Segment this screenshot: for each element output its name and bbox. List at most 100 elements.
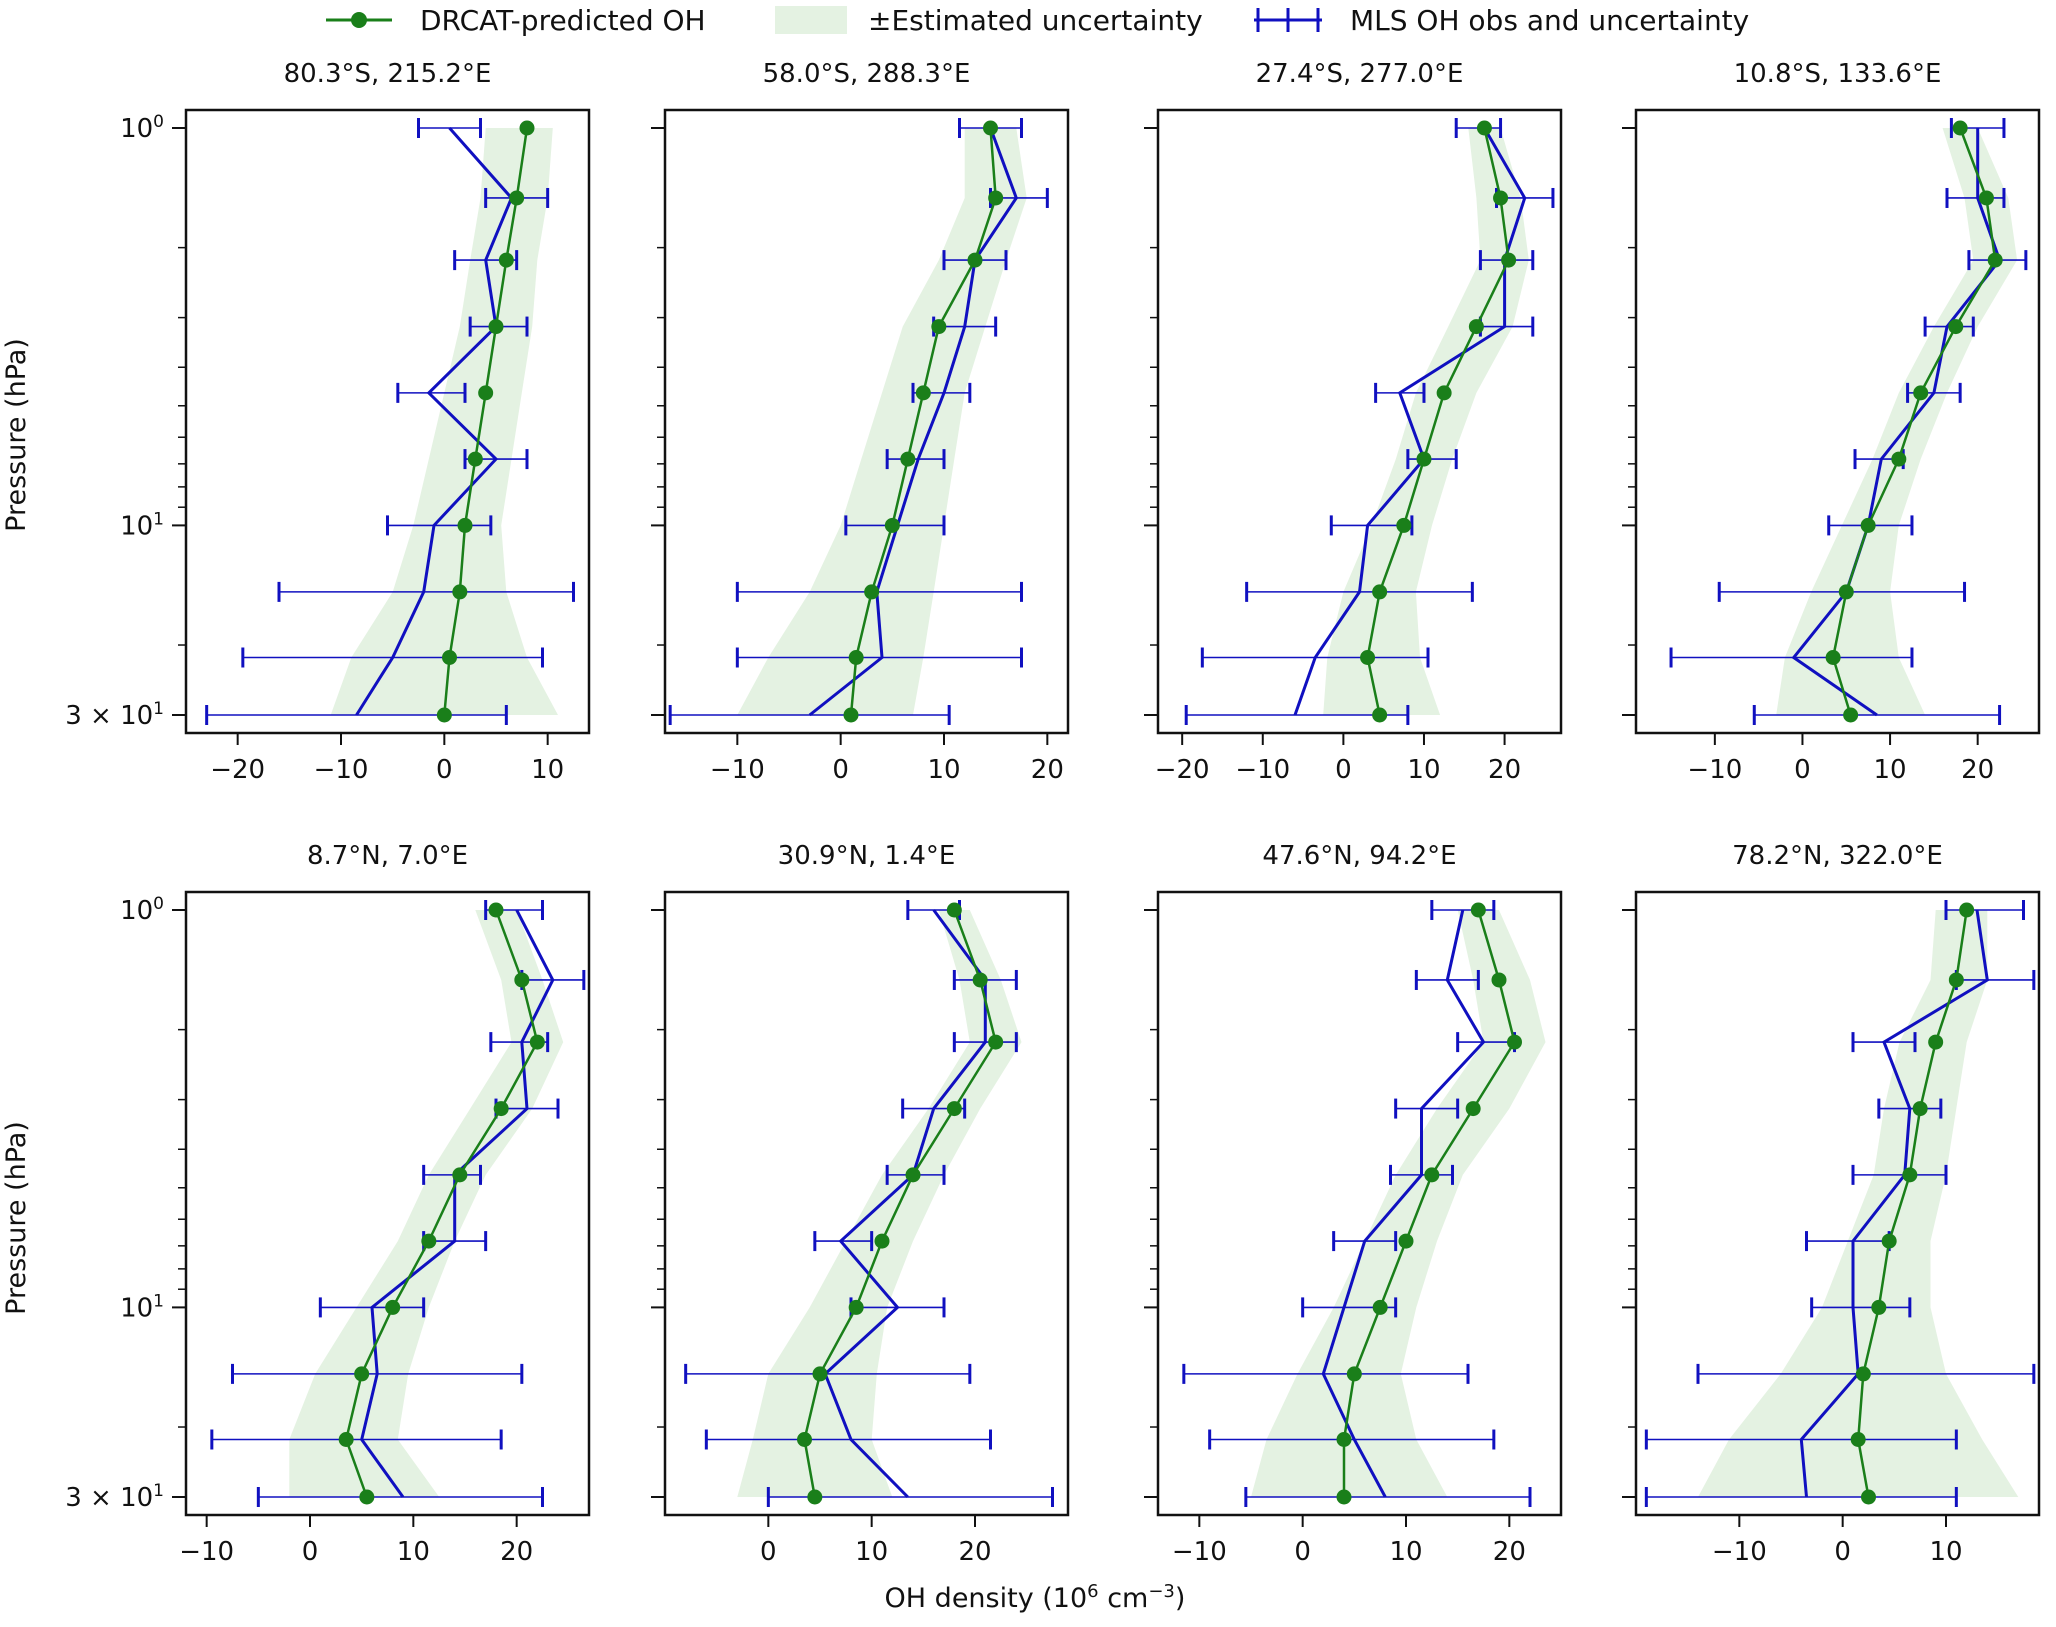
x-tick-label: 0 <box>1335 755 1352 785</box>
model-point <box>864 584 880 600</box>
model-point <box>467 451 483 467</box>
model-point <box>1416 451 1432 467</box>
x-tick-label: −10 <box>1687 755 1742 785</box>
model-point <box>946 902 962 918</box>
axes-frame <box>1156 108 1563 735</box>
panel-title: 30.9°N, 1.4°E <box>778 841 956 871</box>
model-point <box>457 517 473 533</box>
model-point <box>1470 902 1486 918</box>
panel-4: 10.8°S, 133.6°E −10 0 10 20 <box>1622 59 2041 785</box>
uncertainty-band <box>737 910 1022 1497</box>
model-point <box>848 650 864 666</box>
uncertainty-band <box>289 910 564 1497</box>
uncertainty-band <box>1776 128 2018 715</box>
obs-line <box>1321 909 1486 1498</box>
y-tick-label: 100 <box>120 894 164 926</box>
legend-model-marker <box>351 12 367 28</box>
uncertainty-band <box>1323 128 1529 715</box>
x-tick-label: −10 <box>179 1537 234 1567</box>
x-tick-label: 20 <box>500 1537 533 1567</box>
x-tick-label: −10 <box>1172 1537 1227 1567</box>
panel-title: 8.7°N, 7.0°E <box>307 841 468 871</box>
x-tick-label: 20 <box>1961 755 1994 785</box>
x-tick-label: −20 <box>1155 755 1210 785</box>
model-line <box>344 909 539 1498</box>
model-line <box>1342 909 1516 1497</box>
panel-1: 80.3°S, 215.2°E −20 −10 0 10 100 101 3 × 101 <box>65 59 591 785</box>
model-point <box>1468 319 1484 335</box>
x-tick-label: 0 <box>1794 755 1811 785</box>
model-point <box>983 120 998 136</box>
panel-title: 78.2°N, 322.0°E <box>1732 841 1943 871</box>
model-point <box>905 1167 921 1183</box>
y-tick-label: 101 <box>120 1291 164 1323</box>
panel-title: 27.4°S, 277.0°E <box>1256 59 1464 89</box>
model-point <box>1871 1299 1887 1315</box>
x-tick-label: 0 <box>436 755 453 785</box>
x-tick-label: 10 <box>1874 755 1907 785</box>
model-line <box>1366 127 1510 716</box>
model-point <box>1902 1167 1918 1183</box>
model-point <box>478 385 494 401</box>
ylabel-bottom: Pressure (hPa) <box>1 1121 32 1315</box>
xlabel: OH density (106 cm−3) <box>885 1581 1186 1615</box>
model-point <box>1948 972 1964 988</box>
panel-title: 10.8°S, 133.6°E <box>1734 59 1942 89</box>
model-point <box>1959 902 1975 918</box>
model-line <box>1831 127 1997 716</box>
x-tick-label: −20 <box>210 755 265 785</box>
model-point <box>509 190 525 206</box>
panel-3: 27.4°S, 277.0°E −20 −10 0 10 20 <box>1144 59 1563 785</box>
model-point <box>338 1432 354 1448</box>
model-point <box>488 319 504 335</box>
axes-frame <box>1156 890 1563 1517</box>
model-point <box>1825 650 1841 666</box>
model-line <box>443 127 529 716</box>
panel-title: 47.6°N, 94.2°E <box>1262 841 1456 871</box>
x-tick-label: 0 <box>760 1537 777 1567</box>
model-point <box>1372 707 1388 723</box>
model-line <box>803 909 998 1498</box>
x-tick-label: 10 <box>531 755 564 785</box>
axes-frame <box>184 108 591 735</box>
panel-6: 30.9°N, 1.4°E 0 10 20 <box>651 841 1070 1567</box>
x-tick-label: 0 <box>302 1537 319 1567</box>
x-tick-label: 10 <box>397 1537 430 1567</box>
model-point <box>1952 120 1968 136</box>
model-point <box>452 1167 468 1183</box>
model-point <box>1928 1034 1944 1050</box>
x-tick-label: 10 <box>1929 1537 1962 1567</box>
x-tick-label: −10 <box>710 755 765 785</box>
x-tick-label: 10 <box>1407 755 1440 785</box>
model-point <box>1424 1167 1440 1183</box>
model-point <box>972 972 988 988</box>
x-tick-label: 20 <box>1493 1537 1526 1567</box>
model-point <box>884 517 900 533</box>
obs-line <box>1293 127 1527 716</box>
x-tick-label: −10 <box>1712 1537 1767 1567</box>
model-point <box>807 1489 823 1505</box>
obs-line <box>1799 909 1989 1498</box>
x-tick-label: 20 <box>958 1537 991 1567</box>
model-point <box>1396 517 1412 533</box>
model-point <box>843 707 859 723</box>
legend-band-label: ±Estimated uncertainty <box>868 4 1203 37</box>
model-point <box>874 1233 890 1249</box>
model-point <box>988 1034 1004 1050</box>
x-tick-label: 0 <box>1834 1537 1851 1567</box>
uncertainty-band <box>330 128 558 715</box>
model-point <box>1491 972 1507 988</box>
model-point <box>1398 1233 1414 1249</box>
model-point <box>1948 319 1964 335</box>
model-point <box>1476 120 1492 136</box>
obs-line <box>1791 128 2002 717</box>
legend-band-swatch <box>775 6 847 34</box>
model-point <box>498 252 514 268</box>
x-tick-label: 20 <box>1488 755 1521 785</box>
model-point <box>812 1366 828 1382</box>
model-point <box>1881 1233 1897 1249</box>
obs-line <box>360 909 555 1498</box>
model-point <box>1860 517 1876 533</box>
